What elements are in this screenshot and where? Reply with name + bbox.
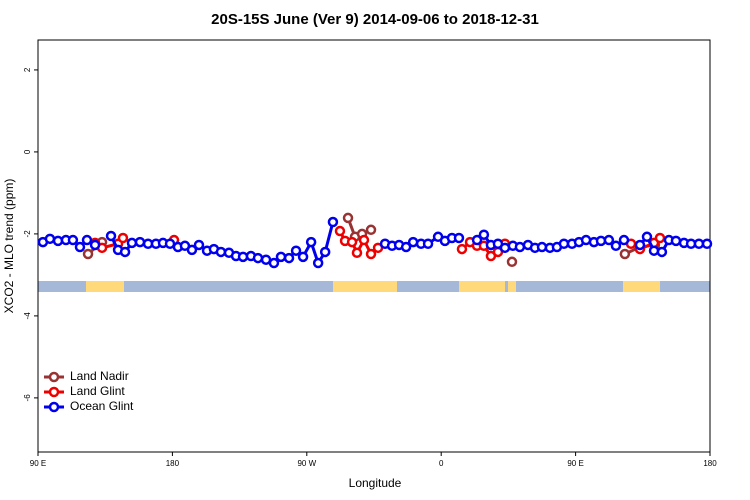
chart-title: 20S-15S June (Ver 9) 2014-09-06 to 2018-… (211, 11, 539, 28)
point (334, 225, 346, 237)
point (648, 245, 660, 256)
point (514, 241, 526, 253)
point (365, 224, 377, 236)
point (654, 232, 666, 244)
point (105, 230, 117, 242)
y-tick-label: 0 (23, 149, 32, 154)
point (67, 234, 79, 246)
point (81, 234, 93, 246)
point (186, 244, 198, 256)
point (603, 234, 615, 246)
point (618, 234, 630, 246)
point (252, 252, 264, 264)
point (268, 257, 280, 269)
legend-label: Land Nadir (70, 369, 129, 383)
legend-marker (48, 386, 60, 398)
x-tick-label: 90 W (297, 459, 316, 468)
point (117, 232, 129, 244)
y-tick-label: 2 (23, 67, 32, 72)
point (119, 246, 131, 258)
point (215, 246, 227, 258)
point (619, 248, 631, 260)
legend-marker (48, 401, 60, 413)
point (327, 216, 339, 228)
point (290, 245, 302, 256)
x-axis-label: Longitude (349, 476, 402, 490)
point (506, 256, 518, 268)
point (641, 231, 653, 243)
legend-label: Land Glint (70, 384, 125, 398)
point (89, 239, 101, 251)
point (351, 247, 363, 259)
point (82, 248, 94, 260)
point (365, 248, 377, 260)
y-axis-label: XCO2 - MLO trend (ppm) (2, 179, 16, 314)
point (478, 229, 490, 240)
point (312, 257, 324, 269)
point (610, 240, 622, 252)
point (275, 251, 287, 263)
point (358, 234, 370, 246)
x-tick-label: 180 (166, 459, 180, 468)
point (134, 236, 146, 248)
point (400, 241, 412, 253)
point (422, 238, 434, 249)
surface-strip (38, 281, 710, 292)
x-tick-label: 90 E (30, 459, 46, 468)
point (656, 246, 668, 258)
point (456, 243, 468, 255)
point (283, 252, 295, 264)
x-tick-label: 180 (703, 459, 717, 468)
point (453, 232, 465, 244)
point (634, 239, 646, 251)
point (342, 212, 354, 224)
point (701, 238, 713, 249)
point (305, 236, 317, 248)
point (471, 234, 483, 246)
point (44, 233, 56, 245)
point (346, 236, 358, 248)
point (558, 238, 570, 249)
y-tick-label: -2 (23, 230, 32, 238)
x-tick-label: 90 E (567, 459, 583, 468)
point (670, 235, 682, 247)
y-tick-label: -4 (23, 312, 32, 320)
point (74, 241, 86, 253)
point (126, 237, 138, 249)
point (693, 238, 705, 249)
legend-marker (48, 371, 60, 383)
point (193, 239, 205, 251)
point (297, 251, 309, 263)
x-tick-label: 0 (439, 459, 444, 468)
point (319, 246, 331, 258)
y-tick-label: -6 (23, 394, 32, 402)
legend-label: Ocean Glint (70, 399, 134, 413)
